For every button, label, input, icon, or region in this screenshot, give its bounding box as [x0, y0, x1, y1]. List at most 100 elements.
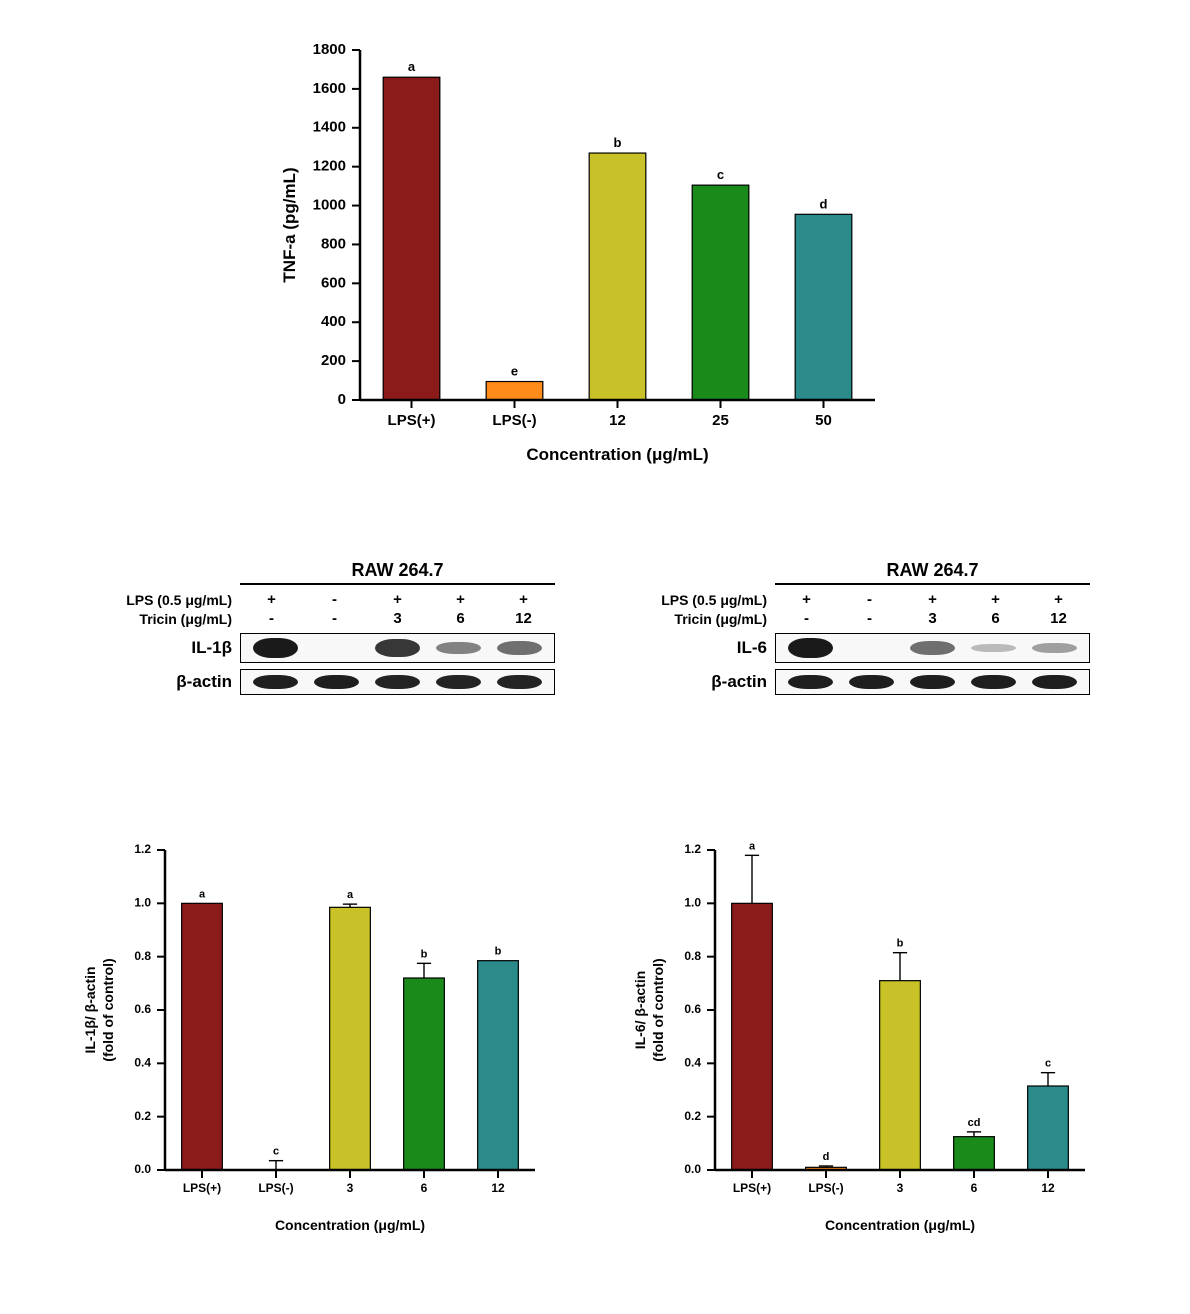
protein-band	[788, 638, 833, 658]
sig-label: a	[749, 840, 756, 852]
protein-band	[436, 642, 481, 654]
sig-label: b	[897, 938, 904, 950]
svg-text:1.2: 1.2	[684, 842, 701, 856]
bar-12	[478, 961, 519, 1170]
svg-text:0.0: 0.0	[134, 1162, 151, 1176]
sig-label: d	[823, 1151, 830, 1163]
bar-12	[1028, 1086, 1069, 1170]
svg-text:0.8: 0.8	[684, 949, 701, 963]
svg-text:1800: 1800	[313, 41, 346, 58]
x-tick-label: LPS(+)	[183, 1181, 221, 1195]
x-tick-label: 25	[712, 412, 729, 429]
x-tick-label: 6	[421, 1181, 428, 1195]
sig-label: a	[347, 889, 354, 901]
bar-3	[880, 981, 921, 1170]
svg-text:1200: 1200	[313, 158, 346, 175]
figure-container: 020040060080010001200140016001800aLPS(+)…	[0, 0, 1190, 1314]
svg-text:0.4: 0.4	[134, 1056, 151, 1070]
blot-cell-line: RAW 264.7	[775, 560, 1090, 581]
actin-band	[497, 675, 542, 688]
loading-label: β-actin	[95, 672, 240, 692]
x-tick-label: 12	[609, 412, 626, 429]
sig-label: a	[199, 888, 206, 900]
lps-lane-value: -	[303, 591, 366, 608]
western-blot-il6: RAW 264.7LPS (0.5 μg/mL)+-+++Tricin (μg/…	[630, 560, 1090, 697]
svg-text:0: 0	[338, 391, 346, 408]
lps-lane-value: +	[240, 591, 303, 608]
svg-text:800: 800	[321, 235, 346, 252]
bar-LPS(-)	[486, 382, 543, 400]
x-axis-label: Concentration (μg/mL)	[275, 1217, 425, 1233]
x-tick-label: 12	[491, 1181, 505, 1195]
x-tick-label: 3	[347, 1181, 354, 1195]
lps-lane-value: +	[901, 591, 964, 608]
tricin-lane-value: -	[303, 610, 366, 627]
x-axis-label: Concentration (μg/mL)	[825, 1217, 975, 1233]
bar-3	[330, 907, 371, 1170]
protein-band	[971, 644, 1016, 652]
actin-band	[436, 675, 481, 688]
il1b-chart: 0.00.20.40.60.81.01.2aLPS(+)cLPS(-)a3b6b…	[70, 820, 560, 1260]
blot-cell-line: RAW 264.7	[240, 560, 555, 581]
lps-lane-value: +	[964, 591, 1027, 608]
bar-50	[795, 214, 852, 400]
x-tick-label: LPS(-)	[492, 412, 536, 429]
bar-LPS(+)	[182, 903, 223, 1170]
protein-band	[497, 641, 542, 655]
lps-row-label: LPS (0.5 μg/mL)	[630, 592, 775, 608]
svg-text:0.2: 0.2	[684, 1109, 701, 1123]
actin-band	[253, 675, 298, 689]
svg-text:0.4: 0.4	[684, 1056, 701, 1070]
tricin-lane-value: -	[775, 610, 838, 627]
bar-LPS(+)	[732, 903, 773, 1170]
svg-text:0.6: 0.6	[684, 1002, 701, 1016]
protein-band	[849, 645, 894, 651]
tricin-row-label: Tricin (μg/mL)	[95, 611, 240, 627]
tricin-lane-value: 6	[964, 610, 1027, 627]
svg-text:0.2: 0.2	[134, 1109, 151, 1123]
x-tick-label: LPS(-)	[808, 1181, 843, 1195]
western-blot-il1b: RAW 264.7LPS (0.5 μg/mL)+-+++Tricin (μg/…	[95, 560, 555, 697]
lps-lane-value: +	[366, 591, 429, 608]
protein-band	[910, 641, 955, 655]
bar-LPS(+)	[383, 77, 440, 400]
sig-label: e	[511, 364, 518, 379]
blot-title-underline	[240, 583, 555, 585]
sig-label: cd	[968, 1117, 981, 1129]
tnf-chart: 020040060080010001200140016001800aLPS(+)…	[260, 20, 900, 500]
y-axis-label-line1: IL-6/ β-actin	[632, 971, 648, 1050]
bar-6	[954, 1137, 995, 1170]
y-axis-label-line2: (fold of control)	[100, 958, 116, 1061]
lps-lane-value: +	[429, 591, 492, 608]
tricin-lane-value: 6	[429, 610, 492, 627]
il6-chart: 0.00.20.40.60.81.01.2aLPS(+)dLPS(-)b3cd6…	[620, 820, 1110, 1260]
x-tick-label: LPS(-)	[258, 1181, 293, 1195]
sig-label: c	[1045, 1058, 1051, 1070]
svg-text:0.6: 0.6	[134, 1002, 151, 1016]
protein-band-box	[775, 633, 1090, 663]
sig-label: d	[820, 196, 828, 211]
protein-band	[1032, 643, 1077, 653]
tricin-lane-value: 12	[492, 610, 555, 627]
bar-6	[404, 978, 445, 1170]
actin-band	[971, 675, 1016, 689]
tricin-lane-value: -	[240, 610, 303, 627]
loading-label: β-actin	[630, 672, 775, 692]
protein-band	[253, 638, 298, 658]
svg-text:400: 400	[321, 313, 346, 330]
actin-band	[849, 675, 894, 689]
x-tick-label: 50	[815, 412, 832, 429]
x-tick-label: 12	[1041, 1181, 1055, 1195]
tricin-lane-value: -	[838, 610, 901, 627]
sig-label: b	[614, 135, 622, 150]
lps-lane-value: +	[1027, 591, 1090, 608]
x-axis-label: Concentration (μg/mL)	[526, 445, 708, 464]
actin-band	[1032, 675, 1077, 689]
protein-band	[375, 639, 420, 657]
svg-text:1.0: 1.0	[684, 896, 701, 910]
x-tick-label: 3	[897, 1181, 904, 1195]
sig-label: b	[421, 948, 428, 960]
lps-lane-value: +	[492, 591, 555, 608]
tricin-lane-value: 3	[901, 610, 964, 627]
svg-text:1000: 1000	[313, 197, 346, 214]
